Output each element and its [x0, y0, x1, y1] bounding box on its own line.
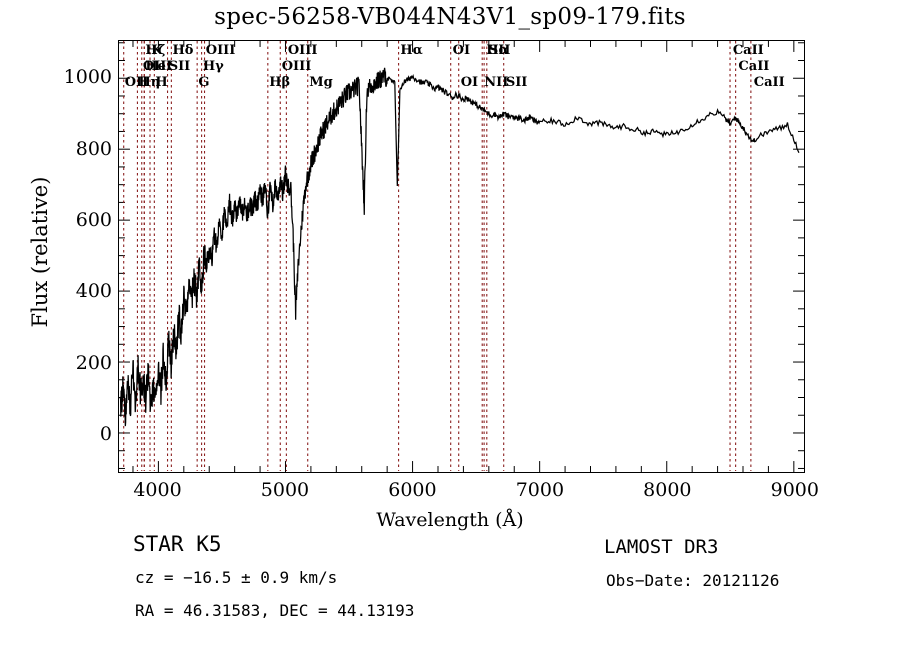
line-label: SII — [488, 43, 511, 58]
survey-name-text: LAMOST DR3 — [604, 536, 719, 558]
line-label: NII — [484, 75, 509, 90]
spectrum-trace — [120, 68, 799, 426]
x-tick-label: 5000 — [260, 479, 310, 501]
line-label: G — [198, 75, 210, 90]
x-tick-label: 6000 — [388, 479, 437, 501]
line-label: Hγ — [202, 59, 224, 74]
x-tick-label: 8000 — [643, 479, 692, 501]
line-label: CaII — [753, 75, 785, 90]
line-label: Hζ — [145, 43, 166, 58]
line-label: Mg — [309, 75, 333, 90]
metadata-footer: STAR K5 cz = −16.5 ± 0.9 km/s RA = 46.31… — [0, 528, 900, 649]
observation-date-text: Obs−Date: 20121126 — [606, 571, 780, 590]
line-label: HeI — [145, 59, 172, 74]
line-label: Hδ — [172, 43, 194, 58]
line-label: SII — [505, 75, 528, 90]
coordinates-text: RA = 46.31583, DEC = 44.13193 — [135, 601, 415, 620]
y-axis-title: Flux (relative) — [28, 176, 52, 328]
line-label: OII — [142, 59, 167, 74]
spectrum-canvas — [119, 41, 804, 472]
line-label: SII — [168, 59, 191, 74]
y-tick-label: 800 — [75, 137, 112, 160]
line-label: OII — [124, 75, 149, 90]
line-label: Hη — [138, 75, 161, 90]
y-tick-label: 1000 — [63, 66, 112, 89]
y-tick-label: 400 — [75, 280, 112, 303]
x-tick-label: 4000 — [133, 479, 182, 501]
line-label: H — [155, 75, 168, 90]
line-label: CaII — [732, 43, 764, 58]
line-markers — [124, 41, 751, 471]
line-label: OIII — [287, 43, 318, 58]
plot-area: OII Hη Hζ OII HeI K H SII Hδ Hγ OIII G Hβ OIII OIII Mg H… — [118, 40, 805, 473]
page-title: spec-56258-VB044N43V1_sp09-179.fits — [214, 4, 686, 30]
x-tick-label: 7000 — [515, 479, 565, 501]
y-tick-label: 600 — [75, 208, 112, 231]
x-axis-tick-labels: 4000 5000 6000 7000 8000 9000 — [0, 481, 900, 507]
object-class-text: STAR K5 — [133, 532, 222, 556]
line-label: Hα — [486, 43, 509, 58]
y-axis-tick-labels: 0 200 400 600 800 1000 — [30, 0, 112, 649]
line-label: CaII — [738, 59, 770, 74]
x-tick-label: 9000 — [770, 479, 819, 501]
axis-ticks — [119, 41, 804, 472]
line-label: Hβ — [269, 75, 291, 90]
line-label: OIII — [205, 43, 236, 58]
line-label: K — [151, 43, 163, 58]
line-label: Hα — [400, 43, 423, 58]
y-tick-label: 0 — [99, 422, 112, 445]
line-label: OI — [452, 43, 471, 58]
y-tick-label: 200 — [75, 351, 112, 374]
line-label: OIII — [281, 59, 312, 74]
line-label: OI — [460, 75, 479, 90]
x-axis-title: Wavelength (Å) — [376, 509, 524, 531]
redshift-text: cz = −16.5 ± 0.9 km/s — [135, 568, 338, 587]
